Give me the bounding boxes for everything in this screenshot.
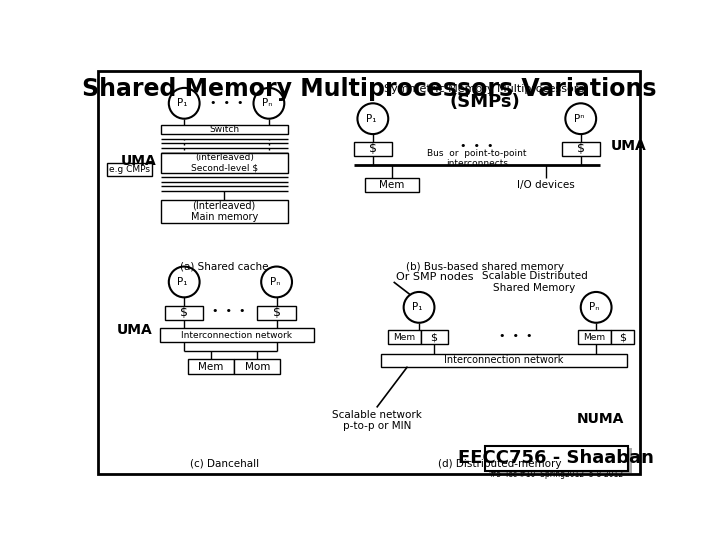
Bar bbox=[161, 200, 288, 222]
Bar bbox=[578, 330, 611, 345]
Circle shape bbox=[565, 103, 596, 134]
Text: e.g CMPs: e.g CMPs bbox=[109, 165, 150, 174]
Text: Scalable Distributed
Shared Memory: Scalable Distributed Shared Memory bbox=[482, 271, 588, 293]
Circle shape bbox=[261, 267, 292, 298]
Text: Mem: Mem bbox=[583, 333, 606, 342]
Text: Pⁿ: Pⁿ bbox=[574, 114, 585, 124]
Text: EECC756 - Shaaban: EECC756 - Shaaban bbox=[458, 449, 654, 467]
Text: (a) Shared cache: (a) Shared cache bbox=[180, 261, 269, 272]
Text: $: $ bbox=[369, 142, 377, 155]
Text: Bus  or  point-to-point
interconnects: Bus or point-to-point interconnects bbox=[427, 149, 526, 168]
Text: •  •  •: • • • bbox=[210, 98, 243, 109]
Circle shape bbox=[253, 88, 284, 119]
Text: $: $ bbox=[273, 306, 281, 319]
Text: Mem: Mem bbox=[379, 180, 405, 190]
Text: Mom: Mom bbox=[245, 362, 270, 372]
Bar bbox=[562, 142, 600, 156]
Bar bbox=[107, 163, 152, 177]
Text: (d) Distributed-memory: (d) Distributed-memory bbox=[438, 458, 562, 469]
Text: #5  lec #10  Spring2012  5-8-2012: #5 lec #10 Spring2012 5-8-2012 bbox=[490, 470, 623, 479]
Bar bbox=[161, 125, 288, 134]
Text: $: $ bbox=[180, 306, 188, 319]
Text: UMA: UMA bbox=[611, 139, 647, 153]
Text: (Interleaved)
Main memory: (Interleaved) Main memory bbox=[191, 200, 258, 222]
Bar bbox=[489, 448, 632, 473]
Text: $: $ bbox=[618, 333, 626, 342]
Text: Scalable network
p-to-p or MIN: Scalable network p-to-p or MIN bbox=[332, 410, 422, 431]
Text: P₁: P₁ bbox=[177, 98, 188, 109]
Text: Pₙ: Pₙ bbox=[270, 277, 280, 287]
Text: •  •  •: • • • bbox=[212, 306, 246, 316]
Text: Or SMP nodes: Or SMP nodes bbox=[396, 272, 474, 281]
Bar bbox=[161, 153, 288, 173]
Bar bbox=[420, 330, 448, 345]
Circle shape bbox=[168, 267, 199, 298]
Text: Interconnection network: Interconnection network bbox=[444, 355, 564, 366]
Text: Shared Memory Multiprocessors Variations: Shared Memory Multiprocessors Variations bbox=[82, 77, 656, 101]
Text: Symmetric Memory Multiprocessors: Symmetric Memory Multiprocessors bbox=[384, 84, 585, 94]
Bar bbox=[365, 178, 419, 192]
Text: (c) Dancehall: (c) Dancehall bbox=[189, 458, 258, 469]
Text: Interconnection network: Interconnection network bbox=[181, 330, 292, 340]
Text: •  •  •: • • • bbox=[460, 140, 493, 151]
Bar bbox=[388, 330, 420, 345]
Text: P₁: P₁ bbox=[413, 302, 423, 312]
Text: (SMPs): (SMPs) bbox=[449, 93, 520, 111]
Bar bbox=[381, 354, 627, 367]
Bar bbox=[165, 306, 204, 320]
Text: $: $ bbox=[430, 333, 437, 342]
Circle shape bbox=[168, 88, 199, 119]
Bar bbox=[188, 359, 234, 374]
Text: $: $ bbox=[577, 142, 585, 155]
Text: •  •  •: • • • bbox=[498, 331, 532, 341]
Circle shape bbox=[404, 292, 434, 323]
Bar bbox=[485, 446, 628, 470]
Bar bbox=[354, 142, 392, 156]
Text: (b) Bus-based shared memory: (b) Bus-based shared memory bbox=[405, 261, 564, 272]
Bar bbox=[257, 306, 296, 320]
Text: P₁: P₁ bbox=[177, 277, 188, 287]
Circle shape bbox=[581, 292, 611, 323]
Text: I/O devices: I/O devices bbox=[517, 180, 575, 190]
Circle shape bbox=[357, 103, 388, 134]
Text: UMA: UMA bbox=[121, 154, 157, 168]
Text: (interleaved)
Second-level $: (interleaved) Second-level $ bbox=[191, 153, 258, 172]
Bar bbox=[234, 359, 281, 374]
Bar bbox=[160, 328, 314, 342]
Text: Switch: Switch bbox=[210, 125, 239, 134]
Text: NUMA: NUMA bbox=[576, 412, 624, 426]
Text: Mem: Mem bbox=[393, 333, 415, 342]
Text: Pₙ: Pₙ bbox=[262, 98, 273, 109]
Text: UMA: UMA bbox=[117, 323, 153, 338]
Text: Pₙ: Pₙ bbox=[590, 302, 600, 312]
Text: P₁: P₁ bbox=[366, 114, 377, 124]
Text: Mem: Mem bbox=[199, 362, 224, 372]
Bar bbox=[611, 330, 634, 345]
